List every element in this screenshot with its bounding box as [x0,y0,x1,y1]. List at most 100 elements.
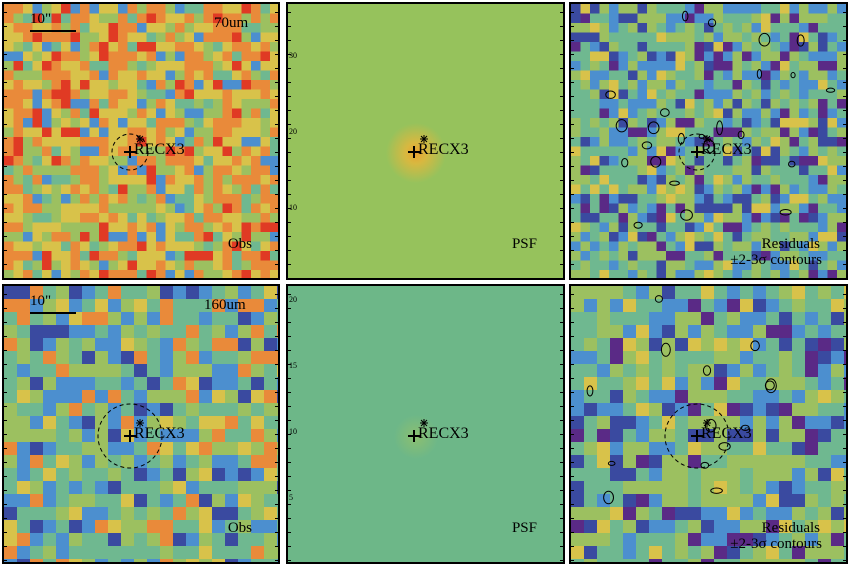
axis-tick [4,532,7,533]
sigma-contour [605,90,616,99]
axis-tick [288,180,291,181]
axis-tick [843,110,846,111]
axis-tick [288,294,291,295]
axis-tick [275,264,278,265]
panel-res-70: RECX3 Residuals ±2-3σ contours [569,2,848,280]
axis-tick [275,194,278,195]
axis-tick [4,420,7,421]
axis-tick [275,152,278,153]
axis-tick [4,336,7,337]
axis-tick [275,448,278,449]
axis-tick [288,308,291,309]
axis-tick [4,308,7,309]
axis-tick [288,406,291,407]
axis-tick [275,40,278,41]
axis-tick [4,82,7,83]
axis-tick-label: 10 [289,203,297,212]
axis-tick [288,350,291,351]
asterisk-marker [420,419,428,427]
axis-tick [4,12,7,13]
axis-tick [560,476,563,477]
axis-tick [843,250,846,251]
axis-tick-label: 10 [289,427,297,436]
axis-tick [4,378,7,379]
aperture-circle [97,403,163,469]
axis-tick [288,336,291,337]
axis-tick [288,194,291,195]
axis-tick [843,138,846,139]
axis-tick [275,518,278,519]
axis-tick [4,406,7,407]
axis-tick [288,518,291,519]
axis-tick [571,532,574,533]
sigma-contour [654,295,663,303]
axis-tick [275,322,278,323]
axis-tick [843,208,846,209]
axis-tick [560,12,563,13]
axis-tick [571,12,574,13]
axis-tick [275,124,278,125]
axis-tick [560,532,563,533]
axis-tick [843,560,846,561]
axis-tick [571,448,574,449]
sigma-contour [702,139,716,154]
aperture-circle [111,133,149,171]
axis-tick [288,490,291,491]
panel-res-160: RECX3 Residuals ±2-3σ contours [569,284,848,564]
sigma-contour [677,132,685,145]
asterisk-marker [703,135,711,143]
scale-label: 10" [30,293,52,309]
asterisk-marker [136,419,144,427]
axis-tick [560,208,563,209]
sigma-contour [750,340,760,352]
asterisk-marker [136,135,144,143]
axis-tick [275,12,278,13]
axis-tick-label: 20 [289,127,297,136]
source-label: RECX3 [134,425,185,442]
axis-tick [4,40,7,41]
axis-tick [571,476,574,477]
source-cross-marker [124,146,136,158]
axis-tick [843,264,846,265]
axis-tick [843,378,846,379]
axis-tick [843,462,846,463]
axis-tick [560,364,563,365]
axis-tick [275,476,278,477]
axis-tick [560,180,563,181]
axis-tick [571,40,574,41]
source-label: RECX3 [701,141,752,158]
sigma-contour [796,34,805,47]
axis-tick [4,124,7,125]
axis-tick [571,546,574,547]
axis-tick [4,490,7,491]
axis-tick [288,68,291,69]
axis-tick [843,448,846,449]
axis-tick [843,26,846,27]
axis-tick [843,322,846,323]
axis-tick [4,504,7,505]
axis-tick [275,180,278,181]
axis-tick [571,82,574,83]
axis-tick [560,546,563,547]
axis-tick [4,250,7,251]
axis-tick [843,152,846,153]
axis-tick [4,54,7,55]
axis-tick [560,490,563,491]
aperture-circle [678,133,716,171]
axis-tick [560,26,563,27]
axis-tick [560,152,563,153]
axis-tick [275,26,278,27]
sigma-contour [621,157,629,168]
axis-tick [275,350,278,351]
axis-tick [275,82,278,83]
axis-tick [275,392,278,393]
axis-tick [843,294,846,295]
axis-tick [288,462,291,463]
axis-tick [288,322,291,323]
axis-tick [571,350,574,351]
axis-tick [843,166,846,167]
axis-tick [571,434,574,435]
axis-tick [571,96,574,97]
axis-tick [560,236,563,237]
axis-tick [4,166,7,167]
